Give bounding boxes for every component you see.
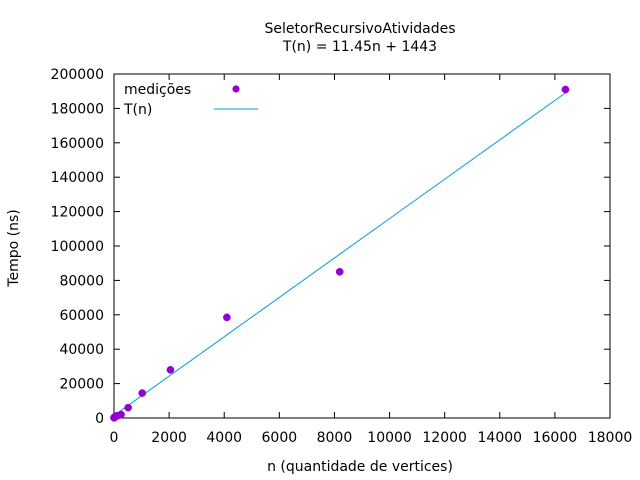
y-tick-label: 200000 bbox=[51, 67, 104, 83]
data-point bbox=[223, 313, 231, 322]
y-tick-label: 20000 bbox=[59, 377, 104, 393]
y-tick-label: 0 bbox=[95, 411, 104, 427]
x-ticks: 0 2000 4000 6000 8000 10000 12000 14000 16000 180… bbox=[110, 74, 633, 446]
y-tick-label: 160000 bbox=[51, 136, 104, 152]
x-axis-label: n (quantidade de vertices) bbox=[267, 459, 453, 475]
chart-subtitle: T(n) = 11.45n + 1443 bbox=[282, 39, 437, 55]
series-layer bbox=[110, 85, 570, 422]
fit-line bbox=[113, 92, 566, 416]
plot-frame bbox=[113, 73, 611, 419]
data-point bbox=[166, 365, 175, 374]
y-tick-label: 120000 bbox=[51, 205, 104, 221]
legend-label: medições bbox=[124, 82, 191, 98]
x-tick-label: 4000 bbox=[206, 430, 242, 446]
x-tick-label: 10000 bbox=[367, 430, 412, 446]
data-point bbox=[138, 389, 147, 397]
x-tick-label: 6000 bbox=[262, 430, 298, 446]
legend-label: T(n) bbox=[123, 102, 152, 118]
y-tick-label: 40000 bbox=[59, 342, 104, 358]
data-point bbox=[124, 403, 132, 412]
x-tick-label: 16000 bbox=[533, 430, 578, 446]
x-tick-label: 2000 bbox=[151, 430, 187, 446]
y-tick-label: 140000 bbox=[51, 170, 104, 186]
y-tick-label: 180000 bbox=[51, 101, 104, 117]
x-tick-label: 8000 bbox=[317, 430, 353, 446]
x-tick-label: 18000 bbox=[588, 430, 633, 446]
chart-title: SeletorRecursivoAtividades bbox=[264, 21, 455, 37]
y-ticks: 0 20000 40000 60000 80000 100000 120000 140000 1… bbox=[51, 67, 610, 427]
x-tick-label: 14000 bbox=[478, 430, 523, 446]
data-point bbox=[117, 410, 125, 419]
legend: medições T(n) bbox=[123, 82, 258, 118]
data-point bbox=[561, 85, 570, 94]
data-point bbox=[335, 267, 344, 276]
y-tick-label: 100000 bbox=[51, 239, 104, 255]
y-tick-label: 60000 bbox=[59, 308, 104, 324]
x-tick-label: 0 bbox=[110, 430, 119, 446]
y-tick-label: 80000 bbox=[59, 273, 104, 289]
y-axis-label: Tempo (ns) bbox=[6, 209, 22, 287]
x-tick-label: 12000 bbox=[422, 430, 467, 446]
legend-marker bbox=[232, 85, 240, 93]
